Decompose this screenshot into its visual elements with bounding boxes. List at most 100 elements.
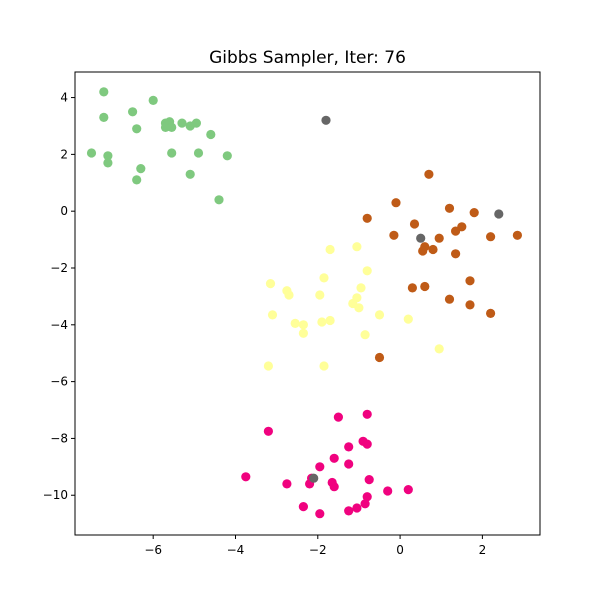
data-point	[383, 486, 393, 496]
data-point	[132, 175, 142, 185]
y-tick-label: −4	[50, 318, 68, 332]
data-point	[325, 315, 335, 326]
data-point	[265, 279, 276, 289]
data-point	[362, 492, 372, 502]
data-point	[428, 244, 438, 255]
data-point	[206, 129, 216, 140]
data-point	[389, 230, 399, 240]
data-point	[222, 151, 232, 161]
data-point	[344, 506, 354, 516]
data-point	[315, 290, 325, 300]
data-point	[315, 462, 325, 472]
data-point	[362, 439, 372, 449]
data-point	[362, 266, 372, 276]
data-point	[99, 112, 109, 122]
data-point	[364, 475, 374, 485]
data-point	[99, 87, 109, 97]
data-point	[284, 290, 294, 300]
data-point	[263, 361, 273, 371]
data-point	[407, 283, 417, 293]
data-point	[148, 95, 158, 105]
data-point	[512, 230, 523, 240]
data-point	[354, 303, 364, 313]
data-point	[434, 233, 444, 243]
data-point	[319, 361, 329, 371]
x-tick-label: −2	[309, 543, 327, 557]
chart-title: Gibbs Sampler, Iter: 76	[209, 48, 406, 68]
data-point	[132, 124, 142, 134]
x-tick-label: −4	[227, 543, 245, 557]
x-tick-label: 2	[479, 543, 487, 557]
y-tick-label: −2	[50, 261, 68, 275]
data-point	[317, 317, 327, 327]
data-point	[465, 276, 475, 286]
data-point	[409, 219, 420, 229]
data-point	[241, 472, 251, 482]
x-tick-label: −6	[144, 543, 162, 557]
data-point	[333, 412, 343, 422]
data-point	[298, 328, 308, 338]
data-point	[391, 198, 401, 208]
data-point	[451, 249, 461, 259]
data-point	[103, 158, 113, 168]
data-point	[177, 118, 187, 128]
data-point	[420, 281, 430, 292]
y-axis: 4 2 0 −2 −4 −6 −8 −10	[43, 91, 75, 502]
data-points	[86, 87, 523, 519]
data-point	[315, 509, 325, 519]
data-point	[418, 246, 428, 256]
data-point	[494, 209, 504, 219]
data-point	[434, 344, 444, 354]
data-point	[360, 330, 370, 340]
y-tick-label: 0	[60, 204, 68, 218]
data-point	[325, 244, 335, 255]
data-point	[191, 118, 201, 128]
data-point	[263, 426, 273, 436]
data-point	[444, 203, 455, 213]
data-point	[136, 164, 146, 174]
y-tick-label: −6	[50, 375, 68, 389]
data-point	[451, 226, 461, 236]
data-point	[298, 502, 308, 512]
data-point	[352, 503, 362, 513]
data-point	[374, 352, 385, 363]
data-point	[329, 453, 339, 463]
data-point	[185, 169, 195, 179]
data-point	[356, 283, 366, 293]
data-point	[167, 148, 177, 158]
data-point	[360, 499, 370, 509]
data-point	[344, 459, 354, 469]
data-point	[362, 213, 372, 223]
data-point	[469, 208, 479, 218]
data-point	[444, 294, 455, 304]
y-tick-label: −10	[43, 488, 68, 502]
data-point	[282, 479, 292, 489]
data-point	[352, 242, 362, 252]
data-point	[416, 233, 426, 243]
data-point	[309, 473, 319, 483]
data-point	[403, 485, 413, 495]
data-point	[465, 300, 475, 310]
data-point	[486, 308, 496, 318]
x-axis: −6 −4 −2 0 2	[144, 535, 486, 557]
y-tick-label: 4	[60, 91, 68, 105]
data-point	[214, 195, 224, 205]
data-point	[103, 151, 113, 161]
data-point	[267, 310, 278, 320]
data-point	[319, 273, 329, 283]
data-point	[86, 148, 97, 158]
data-point	[128, 107, 138, 117]
data-point	[486, 232, 496, 242]
data-point	[167, 122, 177, 132]
axes-frame	[74, 71, 541, 536]
y-tick-label: 2	[60, 147, 68, 161]
data-point	[329, 482, 339, 492]
data-point	[424, 169, 434, 179]
data-point	[193, 148, 204, 158]
data-point	[290, 318, 300, 328]
data-point	[344, 442, 354, 452]
data-point	[403, 314, 413, 324]
data-point	[362, 409, 372, 419]
data-point	[298, 320, 308, 330]
